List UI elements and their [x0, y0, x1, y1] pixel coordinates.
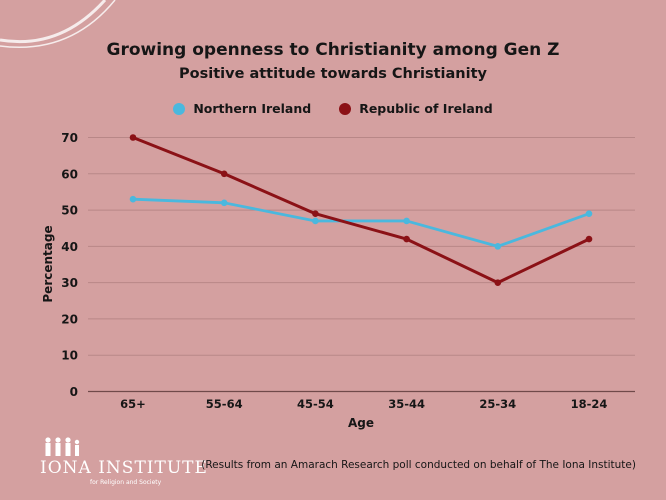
- data-point-northern-ireland-3: [403, 217, 410, 225]
- data-point-northern-ireland-5: [585, 210, 593, 217]
- y-axis-label: Percentage: [41, 225, 55, 302]
- data-point-northern-ireland-0: [129, 195, 137, 203]
- y-tick-label-20: 20: [61, 312, 78, 326]
- y-tick-label-10: 10: [61, 349, 78, 363]
- x-tick-label-0: 65+: [120, 397, 146, 411]
- data-point-northern-ireland-1: [220, 199, 228, 207]
- logo-name: IONA INSTITUTE: [40, 458, 208, 478]
- line-chart: 0 10 20 30 40 50 60 70 65+ 55-64 45-54 35-44 25-34 18…: [41, 131, 635, 430]
- data-point-republic-of-ireland-3: [403, 235, 410, 243]
- data-point-republic-of-ireland-4: [494, 279, 502, 286]
- series-line-republic-of-ireland: [131, 136, 591, 285]
- legend-label-northern-ireland: Northern Ireland: [193, 101, 312, 116]
- decorative-circle-arcs: [0, 0, 116, 48]
- series-line-northern-ireland: [131, 197, 591, 248]
- data-point-republic-of-ireland-1: [220, 170, 228, 178]
- logo-subtitle: for Religion and Society: [90, 479, 162, 486]
- chart-subtitle: Positive attitude towards Christianity: [179, 66, 487, 82]
- data-point-republic-of-ireland-2: [312, 210, 319, 217]
- x-tick-label-2: 45-54: [297, 397, 334, 411]
- legend-marker-northern-ireland: [173, 102, 186, 115]
- legend: Northern Ireland Republic of Ireland: [0, 101, 666, 116]
- data-point-northern-ireland-4: [494, 243, 502, 250]
- x-axis-label: Age: [348, 416, 374, 430]
- y-tick-label-0: 0: [70, 385, 78, 399]
- x-tick-label-3: 35-44: [388, 397, 425, 411]
- legend-item-northern-ireland: Northern Ireland: [173, 101, 311, 116]
- y-tick-label-50: 50: [61, 204, 78, 218]
- chart-title: Growing openness to Christianity among G…: [106, 40, 560, 60]
- x-tick-label-1: 55-64: [206, 397, 243, 411]
- x-tick-label-5: 18-24: [571, 397, 608, 411]
- legend-marker-republic-of-ireland: [339, 102, 352, 115]
- data-point-republic-of-ireland-5: [585, 235, 593, 243]
- x-tick-label-4: 25-34: [479, 397, 516, 411]
- y-tick-label-70: 70: [61, 131, 78, 145]
- iona-institute-logo: IONA INSTITUTE for Religion and Society: [40, 436, 208, 486]
- y-tick-label-60: 60: [61, 167, 78, 181]
- y-tick-label-30: 30: [61, 276, 78, 290]
- logo-figures-icon: [45, 437, 80, 456]
- data-point-northern-ireland-2: [312, 217, 319, 225]
- legend-label-republic-of-ireland: Republic of Ireland: [359, 101, 493, 116]
- source-footnote: (Results from an Amarach Research poll c…: [201, 459, 636, 471]
- y-tick-label-40: 40: [61, 240, 78, 254]
- data-point-republic-of-ireland-0: [129, 134, 137, 141]
- legend-item-republic-of-ireland: Republic of Ireland: [339, 101, 493, 116]
